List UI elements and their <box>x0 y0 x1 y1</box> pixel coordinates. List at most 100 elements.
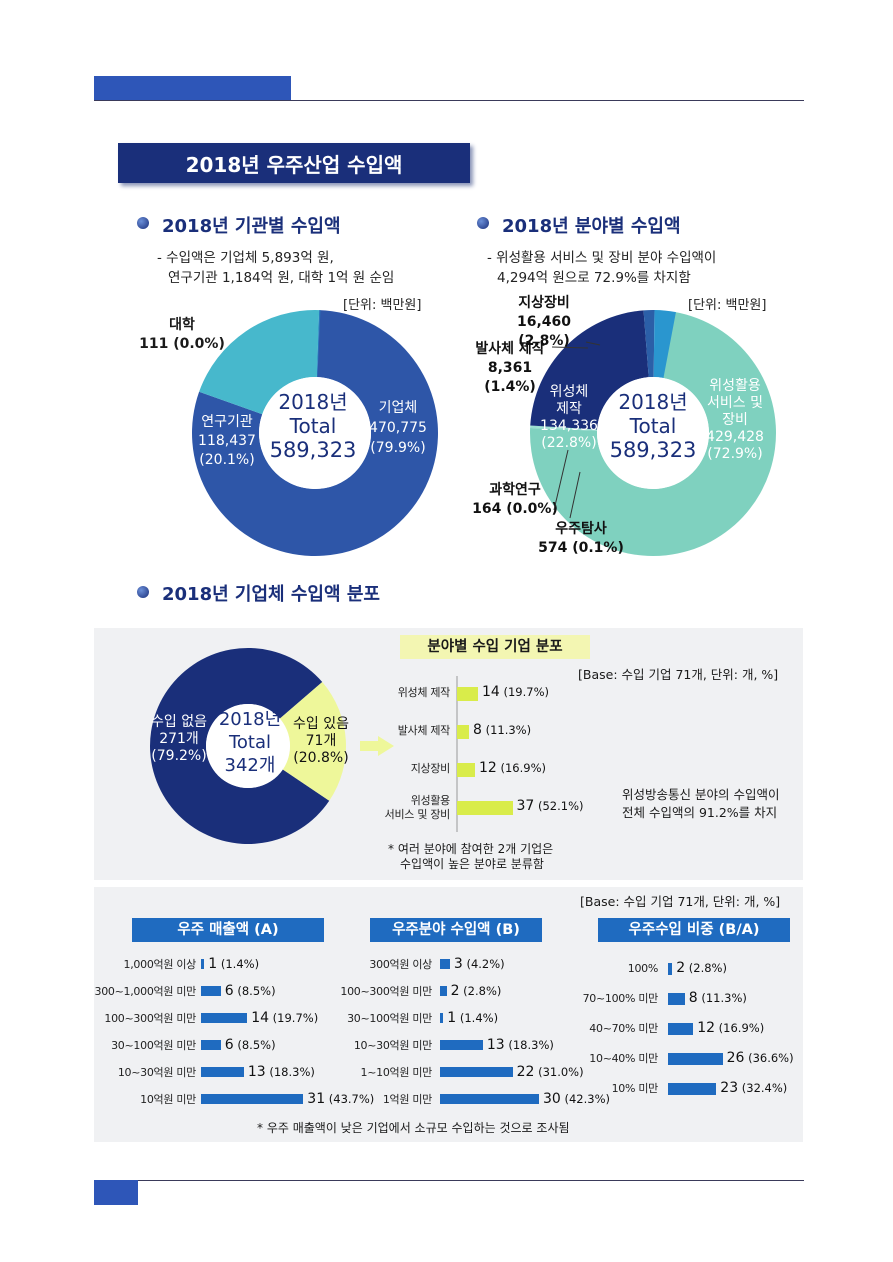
bar-value-percent: (52.1%) <box>534 799 584 813</box>
bar <box>668 1083 717 1095</box>
bar-label: 10~30억원 미만 <box>353 1039 432 1052</box>
bar-value: 6 (8.5%) <box>225 983 276 999</box>
bar <box>201 986 221 996</box>
bar <box>668 1053 723 1065</box>
page-title: 2018년 우주산업 수입액 <box>118 143 470 183</box>
bullet-icon <box>137 586 149 598</box>
donut-slice <box>199 310 320 415</box>
bar-value-percent: (16.9%) <box>715 1021 765 1035</box>
bar-value-percent: (1.4%) <box>217 957 260 971</box>
label-line: 대학 <box>169 317 195 333</box>
bar-value-number: 12 <box>697 1020 716 1036</box>
bar-value-percent: (11.3%) <box>697 991 747 1005</box>
label-line: (79.9%) <box>370 440 426 456</box>
center-total-label: Total <box>289 414 337 438</box>
field-note-1: - 위성활용 서비스 및 장비 분야 수입액이 <box>487 250 717 266</box>
field-label-ground: 지상장비 16,460 (2.8%) <box>494 294 594 351</box>
bar-value-number: 2 <box>676 960 686 976</box>
label-line: 429,428 <box>706 429 764 445</box>
bar-label: 10~30억원 미만 <box>117 1066 196 1079</box>
center-year: 2018년 <box>618 390 688 414</box>
field-note-2: 4,294억 원으로 72.9%를 차지함 <box>497 270 691 286</box>
bar-label-line: 서비스 및 장비 <box>384 808 451 821</box>
bar-label-line: 발사체 제작 <box>397 724 451 737</box>
bar-label: 1,000억원 이상 <box>123 958 197 971</box>
bar-label: 30~100억원 미만 <box>111 1039 196 1052</box>
bar-value: 14 (19.7%) <box>482 684 549 700</box>
bar-value-percent: (4.2%) <box>462 957 505 971</box>
bar <box>440 1067 513 1077</box>
center-total: 589,323 <box>269 438 357 462</box>
donut-slice <box>653 310 676 378</box>
section-title-field: 2018년 분야별 수입액 <box>502 216 681 237</box>
label-line: 기업체 <box>378 400 418 416</box>
dist-label-none: 수입 없음 271개 (79.2%) <box>146 714 212 765</box>
bar-value-number: 6 <box>224 1037 234 1053</box>
bar-label-line: 위성체 제작 <box>397 686 451 699</box>
header-bar <box>94 76 291 100</box>
bar-value-percent: (18.3%) <box>504 1038 554 1052</box>
bar-value: 1 (1.4%) <box>447 1010 498 1026</box>
donut-slice <box>150 648 330 844</box>
label-line: 발사체 제작 <box>475 341 545 357</box>
label-line: 574 (0.1%) <box>538 540 624 556</box>
field-dist-side-note-1: 위성방송통신 분야의 수입액이 <box>622 787 780 802</box>
field-label-exploration: 우주탐사 574 (0.1%) <box>536 520 626 558</box>
arrow-shaft <box>360 741 378 751</box>
leader-line <box>553 449 569 511</box>
leader-line <box>551 346 589 349</box>
label-line: (20.8%) <box>293 750 349 766</box>
bar <box>457 801 513 815</box>
bar-value: 12 (16.9%) <box>479 760 546 776</box>
bar-label: 10~40% 미만 <box>589 1052 658 1065</box>
field-leader-lines <box>551 341 601 519</box>
bottom-note: * 우주 매출액이 낮은 기업에서 소규모 수입하는 것으로 조사됨 <box>257 1121 570 1135</box>
bar-label: 지상장비 <box>360 762 451 776</box>
bar-value-number: 26 <box>726 1050 745 1066</box>
bar-label: 위성활용 서비스 및 장비 <box>360 794 451 822</box>
donut-slice <box>279 682 346 801</box>
field-dist-base: [Base: 수입 기업 71개, 단위: 개, %] <box>578 667 779 682</box>
bar-value: 23 (32.4%) <box>720 1080 787 1096</box>
bar-value-percent: (43.7%) <box>325 1092 375 1106</box>
org-note-1: - 수입액은 기업체 5,893억 원, <box>157 250 334 266</box>
bar-value-number: 14 <box>482 684 500 700</box>
bar <box>668 963 673 975</box>
chart-a-title: 우주 매출액 (A) <box>132 918 324 942</box>
bar-value: 31 (43.7%) <box>307 1091 374 1107</box>
bar-value: 6 (8.5%) <box>225 1037 276 1053</box>
bar-value-number: 13 <box>486 1037 505 1053</box>
arrow-head <box>378 736 394 756</box>
label-line: (20.1%) <box>199 452 255 468</box>
field-dist-title: 분야별 수입 기업 분포 <box>400 635 590 659</box>
bar-label: 100~300억원 미만 <box>340 985 432 998</box>
bar-value: 37 (52.1%) <box>517 798 584 814</box>
bar-value-number: 30 <box>543 1091 561 1107</box>
label-line: (79.2%) <box>151 748 207 764</box>
bar-value: 2 (2.8%) <box>676 960 727 976</box>
field-label-launch: 발사체 제작 8,361 (1.4%) <box>460 340 560 397</box>
bar-value-percent: (11.3%) <box>481 723 532 737</box>
bar-value-number: 8 <box>473 722 482 738</box>
leader-line <box>585 341 601 346</box>
bar-value-percent: (36.6%) <box>744 1051 794 1065</box>
label-line: 164 (0.0%) <box>472 501 558 517</box>
bar-value: 26 (36.6%) <box>727 1050 794 1066</box>
bar <box>668 993 685 1005</box>
bar-value-percent: (2.8%) <box>459 984 502 998</box>
label-line: 16,460 (2.8%) <box>516 314 572 349</box>
bar-value-number: 14 <box>251 1010 270 1026</box>
label-line: 지상장비 <box>518 295 570 311</box>
bottom-base: [Base: 수입 기업 71개, 단위: 개, %] <box>580 894 781 909</box>
bar-value: 22 (31.0%) <box>517 1064 584 1080</box>
bar-label: 1억원 미만 <box>382 1093 432 1106</box>
label-line: 연구기관 <box>201 414 253 430</box>
field-donut-center: 2018년 Total 589,323 <box>603 390 703 462</box>
bar-value: 8 (11.3%) <box>473 722 531 738</box>
field-dist-chart: 위성체 제작 14 (19.7%) 발사체 제작 8 (11.3%) 지상장비 12 (1… <box>360 676 800 836</box>
label-line: 118,437 <box>198 433 256 449</box>
bar-label: 300억원 이상 <box>369 958 432 971</box>
label-line: 수입 없음 <box>151 714 207 730</box>
donut-slice <box>191 310 438 556</box>
org-unit: [단위: 백만원] <box>343 298 422 313</box>
